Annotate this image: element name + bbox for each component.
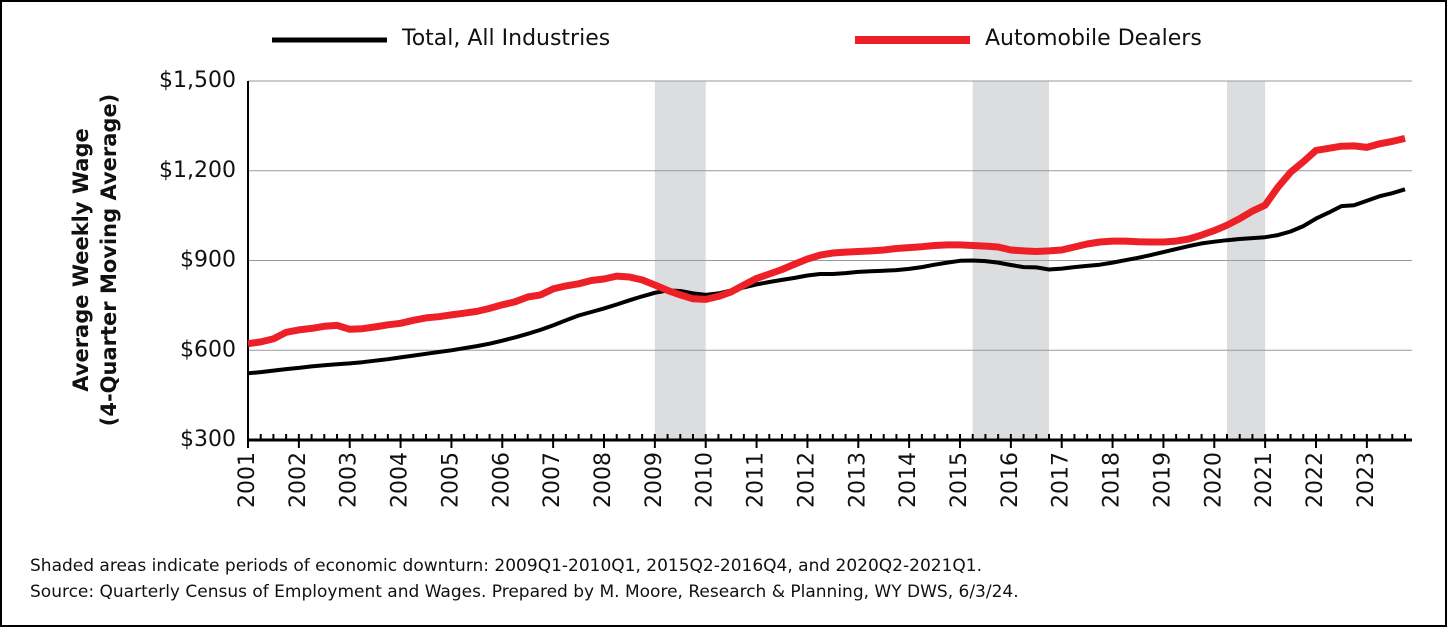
x-tick-label: 2018 bbox=[1100, 452, 1125, 508]
x-tick-label: 2006 bbox=[489, 452, 514, 508]
x-tick-label: 2002 bbox=[286, 452, 311, 508]
x-tick-label: 2015 bbox=[947, 452, 972, 508]
y-tick-label: $1,200 bbox=[159, 158, 236, 183]
legend-label: Automobile Dealers bbox=[985, 26, 1202, 51]
x-tick-label: 2011 bbox=[744, 452, 769, 508]
x-tick-label: 2016 bbox=[998, 452, 1023, 508]
y-tick-label: $600 bbox=[180, 337, 236, 362]
x-tick-label: 2020 bbox=[1201, 452, 1226, 508]
legend-label: Total, All Industries bbox=[401, 26, 610, 51]
footnote: Shaded areas indicate periods of economi… bbox=[30, 556, 982, 576]
footnote: Source: Quarterly Census of Employment a… bbox=[30, 582, 1019, 602]
y-axis-label-line: Average Weekly Wage bbox=[69, 128, 93, 391]
x-tick-label: 2022 bbox=[1303, 452, 1328, 508]
series-line bbox=[247, 134, 1406, 348]
y-axis-label-line: (4-Quarter Moving Average) bbox=[97, 94, 121, 427]
x-tick-label: 2008 bbox=[591, 452, 616, 508]
x-tick-label: 2007 bbox=[540, 452, 565, 508]
x-tick-label: 2014 bbox=[896, 452, 921, 508]
x-tick-label: 2003 bbox=[337, 452, 362, 508]
y-axis-label: Average Weekly Wage (4-Quarter Moving Ave… bbox=[69, 94, 121, 427]
x-tick-label: 2001 bbox=[235, 452, 260, 508]
x-tick-label: 2004 bbox=[388, 452, 413, 508]
y-tick-label: $900 bbox=[180, 248, 236, 273]
y-tick-label: $300 bbox=[180, 427, 236, 452]
x-tick-label: 2009 bbox=[642, 452, 667, 508]
x-tick-label: 2012 bbox=[794, 452, 819, 508]
series-line bbox=[247, 187, 1406, 376]
x-tick-label: 2017 bbox=[1049, 452, 1074, 508]
x-tick-label: 2021 bbox=[1252, 452, 1277, 508]
x-tick-label: 2023 bbox=[1354, 452, 1379, 508]
x-tick-label: 2019 bbox=[1150, 452, 1175, 508]
x-tick-label: 2010 bbox=[693, 452, 718, 508]
y-tick-label: $1,500 bbox=[159, 68, 236, 93]
x-tick-label: 2013 bbox=[845, 452, 870, 508]
x-tick-label: 2005 bbox=[438, 452, 463, 508]
